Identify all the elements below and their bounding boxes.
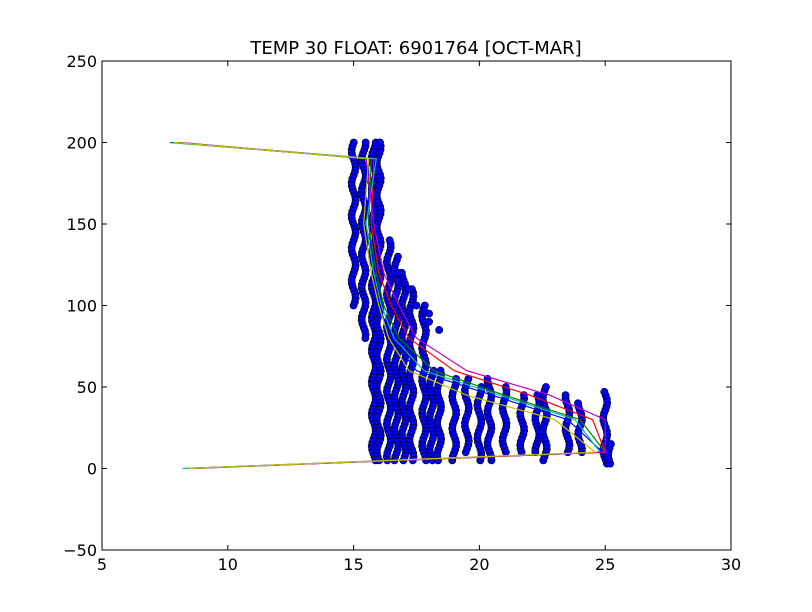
profile-line xyxy=(174,141,597,470)
profile-line xyxy=(172,141,602,470)
data-point xyxy=(425,317,433,326)
data-point xyxy=(361,138,370,147)
axes: 5 10 15 20 25 30 −50 0 50 100 150 200 250 xyxy=(63,52,741,574)
y-tick-label: 0 xyxy=(87,460,97,479)
profile-line xyxy=(177,141,607,470)
data-point xyxy=(394,252,402,261)
x-tick-label: 5 xyxy=(97,555,107,574)
data-point xyxy=(412,301,421,310)
profile-line xyxy=(179,141,606,470)
data-point xyxy=(349,138,358,147)
x-tick-label: 10 xyxy=(218,555,238,574)
y-tick-label: 200 xyxy=(66,134,97,153)
plot-area xyxy=(169,138,615,470)
x-tick-label: 20 xyxy=(469,555,489,574)
data-point xyxy=(600,387,609,396)
chart-title: TEMP 30 FLOAT: 6901764 [OCT-MAR] xyxy=(249,38,581,59)
data-point xyxy=(405,285,413,294)
y-tick-label: 150 xyxy=(66,215,97,234)
data-point xyxy=(435,326,444,334)
data-point xyxy=(561,391,570,400)
data-point xyxy=(425,309,433,318)
data-point xyxy=(574,399,582,408)
x-tick-label: 15 xyxy=(343,555,363,574)
y-tick-label: 50 xyxy=(77,378,97,397)
data-point xyxy=(542,383,550,391)
data-point xyxy=(385,236,394,245)
data-point xyxy=(607,440,615,448)
data-point xyxy=(394,268,403,277)
y-tick-label: 250 xyxy=(66,52,97,71)
x-tick-label: 25 xyxy=(595,555,615,574)
y-tick-label: 100 xyxy=(66,297,97,316)
profile-line xyxy=(174,141,605,470)
x-tick-label: 30 xyxy=(721,555,741,574)
data-point xyxy=(376,138,384,147)
y-tick-label: −50 xyxy=(63,541,97,560)
